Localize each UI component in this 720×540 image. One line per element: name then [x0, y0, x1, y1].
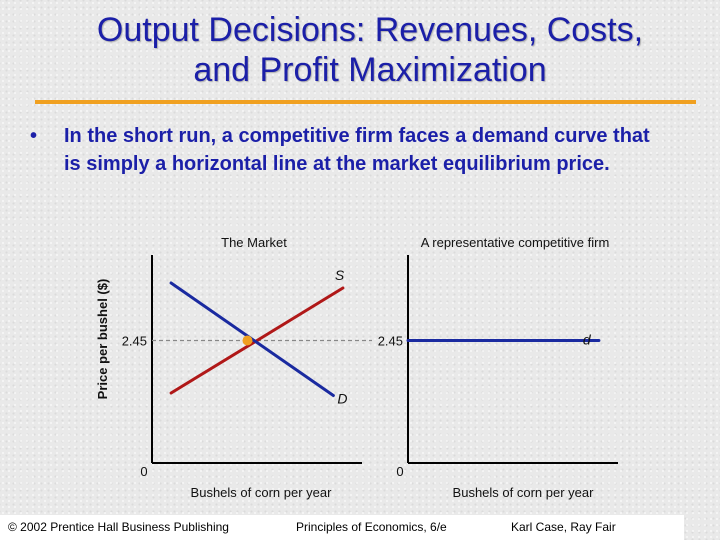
chart-2-price-label: 2.45: [378, 334, 403, 349]
footer-authors: Karl Case, Ray Fair: [511, 520, 616, 534]
chart-1-origin-label: 0: [140, 464, 147, 479]
bullet-dot-icon: •: [30, 125, 38, 147]
chart-1-y-label: Price per bushel ($): [95, 279, 110, 400]
title-line-2: and Profit Maximization: [193, 51, 547, 89]
footer-bar: © 2002 Prentice Hall Business Publishing…: [0, 515, 684, 540]
chart-1-series-S-line: [169, 286, 345, 395]
bullet-text: In the short run, a competitive firm fac…: [64, 125, 650, 175]
footer-copyright: © 2002 Prentice Hall Business Publishing: [8, 520, 229, 534]
title-underline: [35, 100, 696, 104]
chart-1-price-label: 2.45: [122, 334, 147, 349]
chart-1-title: The Market: [221, 235, 287, 250]
title-line-1: Output Decisions: Revenues, Costs,: [96, 11, 644, 49]
chart-1-series-D-label: D: [337, 391, 347, 407]
chart-1-x-label: Bushels of corn per year: [191, 485, 333, 500]
charts-figure: The Market Bushels of corn per year 0 Price…: [95, 235, 618, 500]
chart-2-title: A representative competitive firm: [421, 235, 610, 250]
chart-2-origin-label: 0: [396, 464, 403, 479]
footer-book: Principles of Economics, 6/e: [296, 520, 447, 534]
bullet-point: • In the short run, a competitive firm f…: [30, 122, 670, 178]
chart-2-x-label: Bushels of corn per year: [453, 485, 595, 500]
chart-2-series-d-label: d: [583, 332, 592, 348]
chart-1-series-S-label: S: [335, 267, 345, 283]
slide-title: Output Decisions: Revenues, Costs, and P…: [40, 10, 700, 90]
equilibrium-point: [242, 335, 253, 346]
